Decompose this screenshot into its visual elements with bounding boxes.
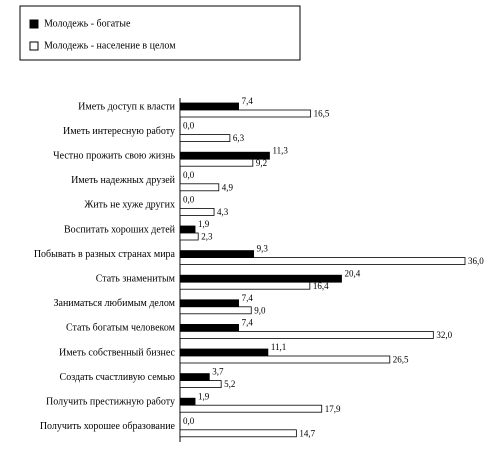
legend-label: Молодежь - богатые (44, 18, 131, 29)
bar (179, 232, 199, 241)
value-label: 2,3 (201, 232, 213, 242)
value-label: 0,0 (183, 170, 195, 180)
y-tick-label: Стать богатым человеком (66, 323, 176, 334)
y-tick-label: Получить хорошее образование (40, 421, 176, 432)
value-label: 7,4 (242, 96, 254, 106)
bar (179, 225, 196, 234)
value-label: 3,7 (212, 367, 224, 377)
value-label: 5,2 (224, 379, 235, 389)
value-label: 7,4 (242, 317, 254, 327)
legend-label: Молодежь - население в целом (44, 40, 176, 51)
y-tick-label: Иметь интересную работу (63, 126, 175, 137)
value-label: 0,0 (183, 194, 195, 204)
value-label: 11,1 (271, 342, 286, 352)
bar (179, 355, 391, 364)
bar (179, 306, 252, 315)
y-tick-label: Иметь собственный бизнес (59, 347, 176, 358)
value-label: 32,0 (436, 330, 452, 340)
y-tick-label: Создать счастливую семью (60, 372, 176, 383)
value-label: 9,2 (256, 158, 267, 168)
y-tick-label: Получить престижную работу (46, 396, 175, 407)
value-label: 14,7 (299, 428, 315, 438)
value-label: 16,4 (313, 281, 329, 291)
value-label: 7,4 (242, 293, 254, 303)
legend-swatch (29, 41, 39, 51)
bar (179, 250, 255, 259)
y-tick-label: Воспитать хороших детей (64, 224, 176, 235)
bar (179, 404, 323, 413)
value-label: 6,3 (233, 133, 245, 143)
bar (179, 299, 239, 308)
y-tick-label: Стать знаменитым (96, 273, 176, 284)
value-label: 0,0 (183, 416, 195, 426)
bar (179, 183, 220, 192)
value-label: 1,9 (198, 219, 210, 229)
legend-box (19, 5, 301, 61)
value-label: 4,3 (217, 207, 229, 217)
bar (179, 429, 297, 438)
value-label: 16,5 (314, 109, 330, 119)
bar (179, 109, 312, 118)
legend-swatch (29, 19, 39, 29)
bar (179, 397, 196, 406)
value-label: 26,5 (393, 355, 409, 365)
value-label: 11,3 (272, 145, 288, 155)
bar (179, 380, 222, 389)
bar (179, 373, 210, 382)
bar (179, 134, 231, 143)
value-label: 1,9 (198, 391, 210, 401)
y-tick-label: Честно прожить свою жизнь (53, 150, 175, 161)
bar (179, 323, 239, 332)
value-label: 36,0 (468, 256, 484, 266)
bar (179, 102, 239, 111)
value-label: 9,3 (257, 244, 269, 254)
value-label: 0,0 (183, 121, 195, 131)
bar (179, 257, 466, 266)
y-tick-label: Иметь доступ к власти (78, 101, 175, 112)
y-tick-label: Иметь надежных друзей (71, 175, 176, 186)
y-tick-label: Побывать в разных странах мира (34, 249, 176, 260)
value-label: 4,9 (222, 182, 234, 192)
bar (179, 281, 311, 290)
bar (179, 348, 269, 357)
value-label: 17,9 (325, 404, 341, 414)
value-label: 20,4 (345, 268, 361, 278)
bar (179, 158, 254, 167)
y-tick-label: Заниматься любимым делом (54, 298, 176, 309)
value-label: 9,0 (254, 305, 266, 315)
bar (179, 207, 215, 216)
bar (179, 330, 434, 339)
y-tick-label: Жить не хуже других (84, 200, 175, 211)
